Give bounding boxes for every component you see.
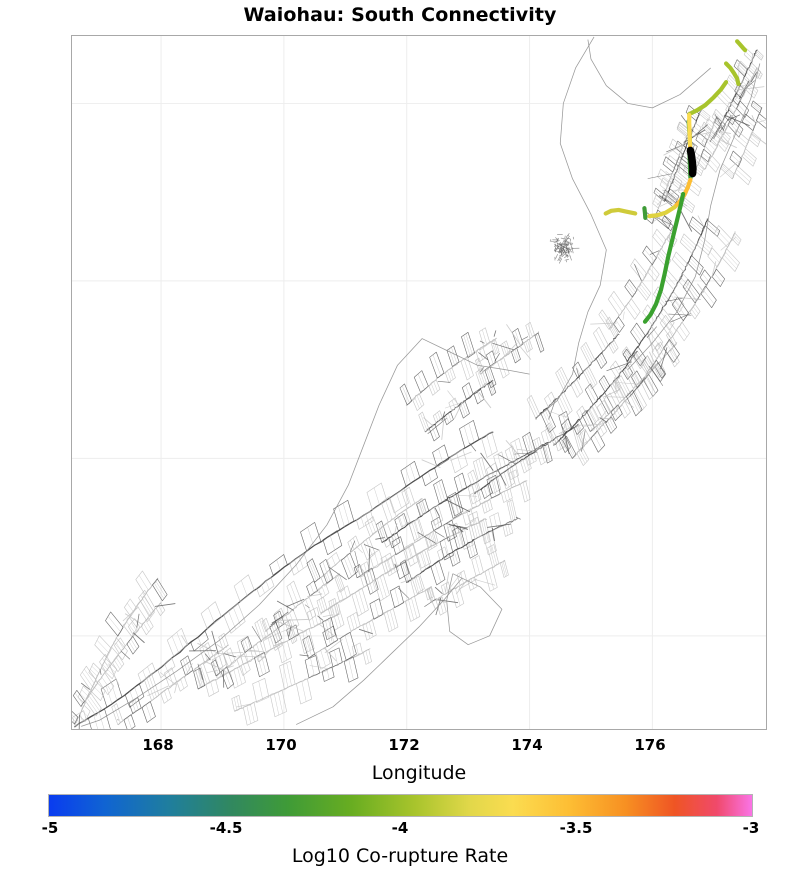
colorbar-label: Log10 Co-rupture Rate (291, 845, 509, 867)
map-svg (72, 36, 766, 729)
xtick-label: 174 (511, 736, 543, 754)
page-title: Waiohau: South Connectivity (243, 4, 557, 26)
fault-trace-yellow-west-branch (647, 205, 677, 219)
connected-fault-traces (603, 39, 748, 324)
colorbar[interactable] (48, 794, 753, 817)
fault-trace-north-bend (687, 80, 729, 117)
colorbar-tick-label: -3.5 (559, 819, 593, 837)
fault-trace-north-trace-mid (723, 61, 741, 87)
colorbar-gradient (48, 794, 753, 817)
source-fault-trace (686, 146, 697, 178)
xtick-label: 168 (142, 736, 174, 754)
xtick-label: 170 (265, 736, 297, 754)
xtick-label: 172 (388, 736, 420, 754)
x-axis-label: Longitude (371, 762, 467, 784)
colorbar-tick-label: -4.5 (209, 819, 243, 837)
fault-trace-green-main-south (642, 191, 686, 324)
y-axis-label: Latitude (0, 343, 3, 423)
fault-trace-north-trace-upper (735, 39, 748, 53)
background-fault-network (72, 36, 766, 729)
xtick-label: 176 (634, 736, 666, 754)
fault-trace-olive-west-far (603, 207, 638, 216)
fault-trace-green-stub-west (642, 206, 648, 220)
map-plot-area[interactable] (71, 35, 767, 730)
colorbar-tick-label: -3 (742, 819, 760, 837)
grid-layer (72, 36, 766, 729)
source-fault-waiohau (686, 146, 697, 178)
colorbar-tick-label: -4 (391, 819, 409, 837)
fault-trace-yellow-link-north (687, 112, 693, 150)
colorbar-tick-label: -5 (41, 819, 59, 837)
